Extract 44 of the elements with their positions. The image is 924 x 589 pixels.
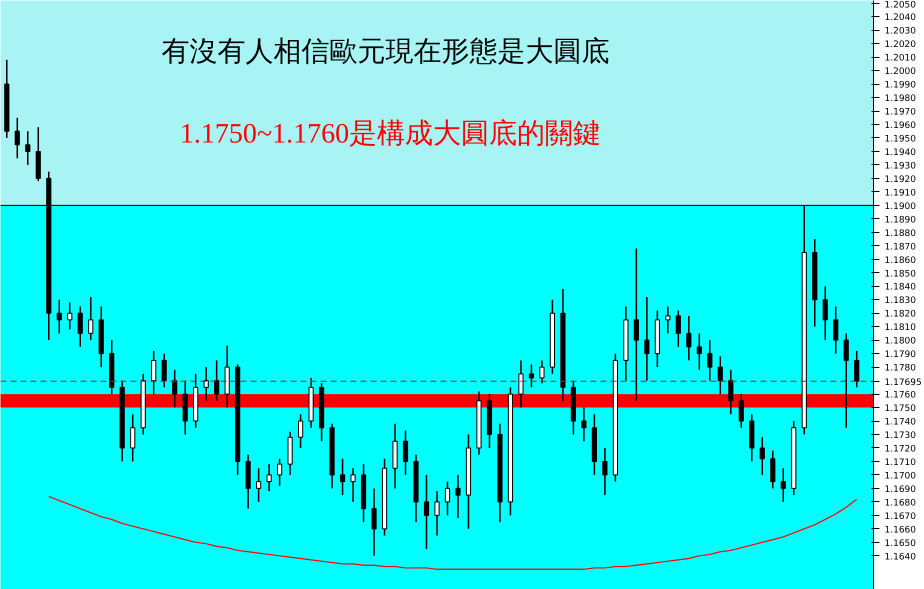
y-tick-label: 1.1740 bbox=[884, 418, 916, 428]
y-tick-label: 1.1800 bbox=[884, 336, 916, 347]
y-tick-label: 1.1940 bbox=[884, 148, 916, 158]
y-tick-label: 1.1720 bbox=[884, 444, 916, 454]
y-tick-label: 1.1960 bbox=[884, 121, 916, 131]
y-tick-label: 1.2040 bbox=[884, 13, 916, 24]
text: 有沒有人相信歐元現在形態是大圓底 bbox=[162, 36, 610, 68]
y-tick-label: 1.1880 bbox=[884, 228, 916, 239]
y-tick-label: 1.2000 bbox=[884, 67, 916, 78]
y-tick-label: 1.1990 bbox=[884, 80, 916, 91]
y-tick-label: 1.1850 bbox=[884, 269, 916, 280]
y-tick-label: 1.2030 bbox=[884, 26, 916, 37]
y-tick-label: 1.1650 bbox=[884, 538, 916, 549]
y-tick-label: 1.1870 bbox=[884, 242, 916, 252]
y-tick-label: 1.1700 bbox=[884, 471, 916, 482]
y-tick-label: 1.1690 bbox=[884, 484, 916, 495]
y-tick-label: 1.1730 bbox=[884, 431, 916, 441]
y-tick-label: 1.17695 bbox=[884, 378, 922, 388]
y-tick-label: 1.1930 bbox=[884, 161, 916, 172]
y-tick-label: 1.1750 bbox=[884, 404, 916, 414]
y-tick-label: 1.1970 bbox=[884, 108, 916, 118]
y-tick-label: 1.2020 bbox=[884, 40, 916, 50]
y-tick-label: 1.1660 bbox=[884, 525, 916, 536]
y-tick-label: 1.1890 bbox=[884, 215, 916, 226]
text: 1.1750~1.1760是構成大圓底的關鍵 bbox=[180, 118, 602, 150]
y-tick-label: 1.1910 bbox=[884, 188, 916, 198]
y-tick-label: 1.1790 bbox=[884, 350, 916, 360]
y-tick-label: 1.1820 bbox=[884, 310, 916, 320]
y-tick-label: 1.1760 bbox=[884, 390, 916, 401]
y-tick-label: 1.1710 bbox=[884, 458, 916, 468]
y-tick-label: 1.1830 bbox=[884, 296, 916, 306]
y-tick-label: 1.1900 bbox=[884, 202, 916, 212]
y-tick-label: 1.2010 bbox=[884, 54, 916, 64]
y-tick-label: 1.1860 bbox=[884, 256, 916, 266]
y-tick-label: 1.1920 bbox=[884, 174, 916, 185]
y-tick-label: 1.1780 bbox=[884, 364, 916, 374]
y-tick-label: 1.1950 bbox=[884, 134, 916, 144]
y-tick-label: 1.2050 bbox=[884, 0, 916, 10]
y-tick-label: 1.1670 bbox=[884, 512, 916, 522]
y-tick-label: 1.1810 bbox=[884, 323, 916, 334]
y-tick-label: 1.1840 bbox=[884, 282, 916, 293]
y-tick-label: 1.1640 bbox=[884, 552, 916, 562]
y-tick-label: 1.1980 bbox=[884, 94, 916, 104]
y-tick-label: 1.1680 bbox=[884, 498, 916, 508]
